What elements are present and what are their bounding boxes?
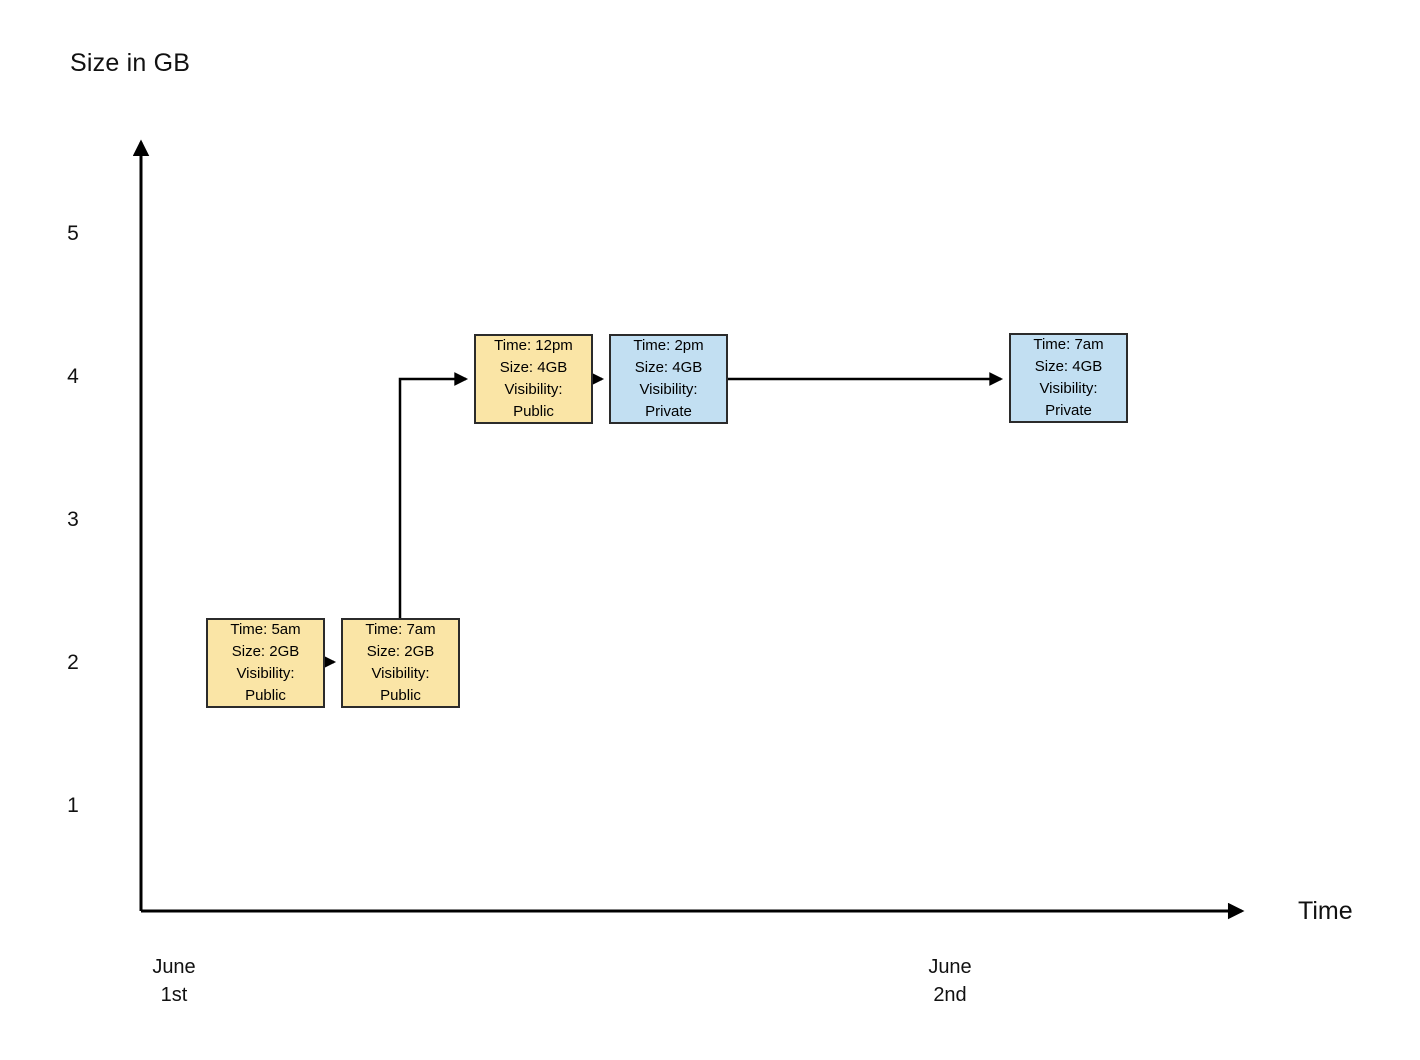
x-axis-label: Time <box>1298 897 1353 925</box>
node-visibility-label: Visibility: <box>371 665 430 682</box>
node-time-text: Time: 12pm <box>494 337 573 354</box>
y-tick-3: 3 <box>67 508 79 531</box>
x-tick-june-2nd: June 2nd <box>880 953 1020 1009</box>
node-visibility-value: Public <box>245 687 286 704</box>
node-june1-7am-public[interactable]: Time: 7am Size: 2GB Visibility: Public <box>341 618 460 708</box>
node-visibility-label: Visibility: <box>639 381 698 398</box>
y-tick-1: 1 <box>67 794 79 817</box>
y-tick-2: 2 <box>67 651 79 674</box>
node-visibility-value: Public <box>380 687 421 704</box>
node-time-text: Time: 7am <box>365 621 436 638</box>
y-tick-4: 4 <box>67 365 79 388</box>
node-time-text: Time: 7am <box>1033 336 1104 353</box>
node-time-text: Time: 5am <box>230 621 301 638</box>
y-tick-5: 5 <box>67 222 79 245</box>
node-visibility-value: Private <box>645 403 692 420</box>
node-june1-2pm-private[interactable]: Time: 2pm Size: 4GB Visibility: Private <box>609 334 728 424</box>
chart-title: Size in GB <box>70 49 191 77</box>
node-size-text: Size: 4GB <box>1034 358 1103 375</box>
connector-arrow-2 <box>398 372 469 618</box>
x-tick-line: June <box>152 956 196 978</box>
x-tick-june-1st: June 1st <box>104 953 244 1009</box>
node-june1-12pm-public[interactable]: Time: 12pm Size: 4GB Visibility: Public <box>474 334 593 424</box>
node-size-text: Size: 4GB <box>634 359 703 376</box>
node-visibility-label: Visibility: <box>1039 380 1098 397</box>
node-visibility-label: Visibility: <box>504 381 563 398</box>
node-june2-7am-private[interactable]: Time: 7am Size: 4GB Visibility: Private <box>1009 333 1128 423</box>
node-size-text: Size: 2GB <box>366 643 435 660</box>
node-visibility-label: Visibility: <box>236 665 295 682</box>
x-tick-line: 1st <box>160 984 188 1006</box>
node-time-text: Time: 2pm <box>633 337 704 354</box>
node-visibility-value: Public <box>513 403 554 420</box>
node-june1-5am-public[interactable]: Time: 5am Size: 2GB Visibility: Public <box>206 618 325 708</box>
node-size-text: Size: 2GB <box>231 643 300 660</box>
node-size-text: Size: 4GB <box>499 359 568 376</box>
x-tick-line: June <box>928 956 972 978</box>
node-visibility-value: Private <box>1045 402 1092 419</box>
x-tick-line: 2nd <box>933 984 967 1006</box>
